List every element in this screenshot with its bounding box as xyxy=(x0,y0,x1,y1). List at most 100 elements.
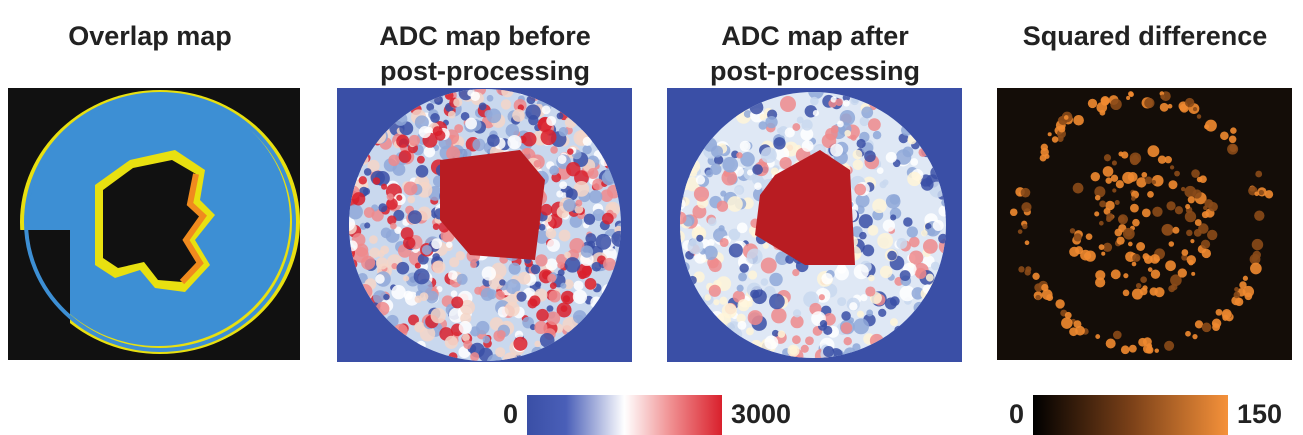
texture xyxy=(391,262,398,270)
texture xyxy=(378,203,388,213)
texture xyxy=(849,302,858,311)
texture xyxy=(396,194,403,201)
texture xyxy=(388,154,400,167)
texture xyxy=(1164,155,1172,164)
texture xyxy=(1185,97,1195,108)
texture xyxy=(1101,251,1106,256)
texture xyxy=(414,262,421,269)
texture xyxy=(747,310,763,326)
texture xyxy=(363,207,375,218)
texture xyxy=(1127,241,1133,247)
texture xyxy=(446,146,461,161)
texture xyxy=(853,264,869,280)
texture xyxy=(739,263,749,273)
texture xyxy=(1169,165,1175,170)
texture xyxy=(734,184,745,195)
texture xyxy=(1017,229,1023,234)
texture xyxy=(394,226,402,235)
texture xyxy=(736,313,746,324)
texture xyxy=(758,121,768,130)
texture xyxy=(1044,153,1050,159)
texture xyxy=(1165,260,1176,272)
texture xyxy=(882,219,896,232)
texture xyxy=(719,296,728,305)
texture xyxy=(1123,273,1129,279)
colorbar-squared xyxy=(1033,395,1228,435)
texture xyxy=(592,208,605,221)
texture xyxy=(1251,256,1258,262)
texture xyxy=(890,318,898,327)
texture xyxy=(1185,330,1191,337)
texture xyxy=(853,318,869,335)
texture xyxy=(380,245,390,255)
texture xyxy=(1094,186,1106,198)
colorbar-adc xyxy=(527,395,722,435)
texture xyxy=(839,110,856,126)
texture xyxy=(450,290,458,298)
texture xyxy=(1151,179,1157,185)
texture xyxy=(694,251,707,264)
texture xyxy=(407,195,416,204)
texture xyxy=(565,188,578,201)
texture xyxy=(930,261,940,271)
texture xyxy=(922,238,938,254)
texture xyxy=(1116,236,1125,245)
texture xyxy=(1073,233,1082,242)
texture xyxy=(899,270,911,281)
texture xyxy=(841,311,851,321)
texture xyxy=(1032,272,1040,280)
texture xyxy=(1231,295,1241,306)
texture xyxy=(390,222,397,230)
texture xyxy=(1112,188,1117,193)
texture xyxy=(843,336,852,346)
texture xyxy=(1024,240,1030,246)
texture xyxy=(867,118,881,132)
texture xyxy=(1047,132,1052,137)
texture xyxy=(805,336,814,346)
texture xyxy=(1021,202,1032,213)
texture xyxy=(536,308,549,322)
texture xyxy=(1141,171,1148,178)
texture xyxy=(1211,318,1222,329)
texture xyxy=(507,134,522,150)
texture xyxy=(1188,259,1194,266)
texture xyxy=(1080,249,1091,261)
texture xyxy=(495,290,505,301)
texture xyxy=(1112,330,1122,340)
texture xyxy=(882,179,889,186)
texture xyxy=(556,190,564,198)
texture xyxy=(738,272,748,282)
texture xyxy=(413,268,430,285)
texture xyxy=(516,291,527,302)
texture xyxy=(1194,219,1202,226)
texture xyxy=(454,124,464,133)
texture xyxy=(769,272,783,287)
texture xyxy=(844,129,852,137)
texture xyxy=(830,143,844,157)
texture xyxy=(538,223,546,231)
texture xyxy=(710,163,722,175)
texture xyxy=(1181,254,1188,261)
texture xyxy=(830,96,837,103)
texture xyxy=(1264,190,1274,199)
texture xyxy=(403,181,418,196)
texture xyxy=(408,134,420,147)
texture xyxy=(1180,186,1186,192)
texture xyxy=(1181,249,1189,256)
texture xyxy=(1242,285,1255,298)
texture xyxy=(1174,206,1184,215)
texture xyxy=(1200,239,1211,249)
texture xyxy=(431,238,443,250)
texture xyxy=(564,251,571,259)
texture xyxy=(840,322,853,334)
texture xyxy=(707,217,717,227)
texture xyxy=(856,310,864,318)
texture xyxy=(1154,348,1159,353)
texture xyxy=(821,272,833,285)
texture xyxy=(430,113,440,123)
texture xyxy=(779,157,792,170)
texture xyxy=(415,165,429,178)
texture xyxy=(835,98,843,106)
texture xyxy=(434,95,444,105)
texture xyxy=(1114,228,1123,237)
